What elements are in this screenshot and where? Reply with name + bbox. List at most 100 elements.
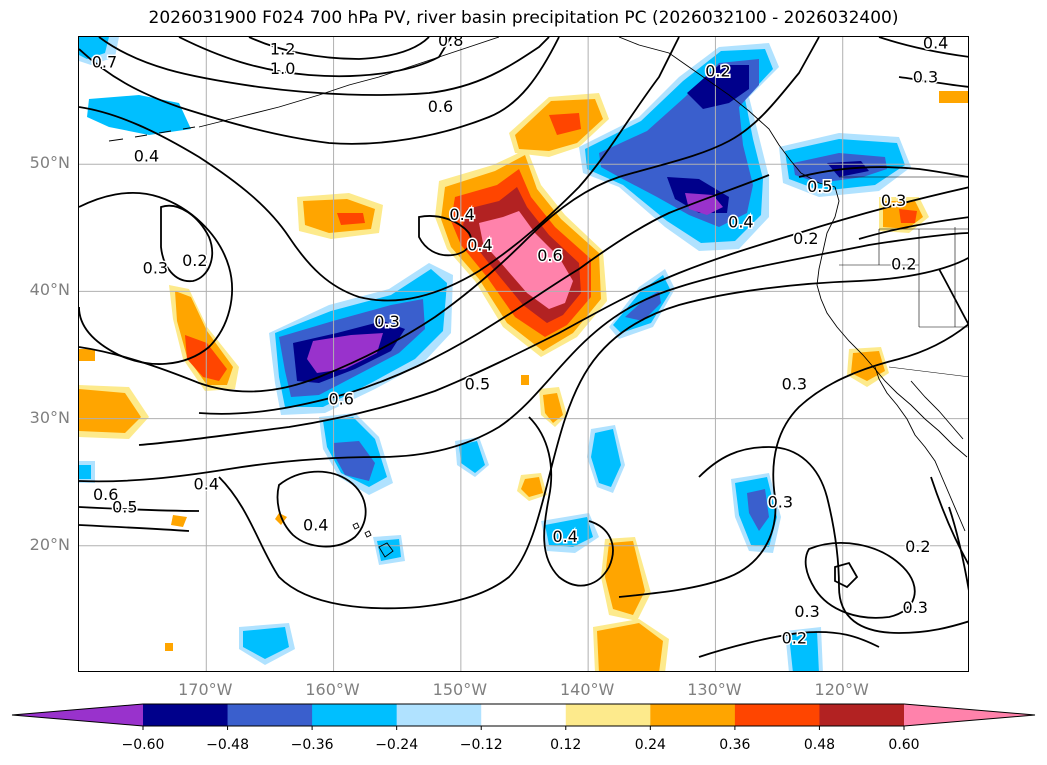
pv-contour — [858, 216, 968, 240]
contour-label: 0.4 — [923, 37, 948, 52]
colorbar-tick-label: −0.36 — [290, 737, 334, 753]
contour-label: 0.2 — [705, 61, 730, 80]
coastline-hawaii — [378, 542, 394, 558]
pc-fill-royalblue — [333, 441, 375, 481]
colorbar-segment — [734, 704, 820, 726]
contour-label: 0.5 — [465, 374, 490, 393]
contour-label: 0.4 — [728, 213, 753, 232]
lon-tick-label: 140°W — [559, 680, 615, 699]
contour-label: 0.3 — [903, 598, 928, 617]
pc-fill-red — [337, 213, 365, 225]
pc-fill-cyan — [789, 631, 819, 671]
colorbar-segment — [481, 704, 567, 726]
colorbar-extend-min — [12, 704, 143, 726]
colorbar-tick-label: −0.12 — [459, 737, 503, 753]
pc-fill-cyan — [459, 441, 485, 473]
pc-fill-royalblue — [625, 291, 661, 321]
contour-label: 0.6 — [428, 97, 453, 116]
pc-fill-cyan — [79, 465, 91, 479]
pv-contour — [804, 542, 916, 619]
pv-contour — [79, 506, 200, 532]
lon-tick-label: 170°W — [178, 680, 233, 699]
colorbar-tick-label: 0.60 — [888, 737, 920, 753]
colorbar-segment — [227, 704, 313, 726]
contour-label: 0.3 — [913, 68, 938, 87]
coastline-hawaii — [352, 522, 360, 530]
pv-contour — [878, 37, 968, 88]
pv-contour — [618, 323, 968, 598]
contour-label: 0.3 — [374, 312, 399, 331]
colorbar-segment — [565, 704, 651, 726]
pc-fill-orange — [605, 541, 645, 615]
lon-tick-label: 130°W — [687, 680, 742, 699]
contour-label: 0.5 — [112, 498, 137, 517]
colorbar-tick-label: 0.36 — [719, 737, 751, 753]
contour-label: 0.4 — [449, 205, 474, 224]
pv-contour — [248, 37, 430, 60]
colorbar-tick-label: −0.60 — [121, 737, 165, 753]
colorbar-extend-max — [904, 704, 1035, 726]
coastline-west-coast — [816, 186, 968, 458]
lat-tick-label: 50°N — [29, 153, 70, 173]
border-states — [839, 228, 968, 328]
contour-label: 0.3 — [143, 259, 168, 278]
pv-contour — [528, 416, 614, 587]
contour-label: 0.8 — [438, 37, 463, 50]
border-us-mexico — [888, 366, 968, 378]
map-title: 2026031900 F024 700 hPa PV, river basin … — [148, 8, 899, 28]
pv-contour — [930, 476, 968, 591]
contour-label: 0.2 — [905, 537, 930, 556]
map-canvas: 0.71.21.00.80.60.40.20.30.40.40.30.60.60… — [79, 37, 968, 671]
colorbar-tick-label: −0.24 — [375, 737, 419, 753]
contour-label: 0.4 — [553, 527, 578, 546]
lon-tick-label: 150°W — [432, 680, 488, 699]
pv-contour — [79, 37, 560, 145]
contour-label: 0.2 — [782, 629, 807, 648]
pv-contour — [79, 37, 680, 302]
colorbar-tick-label: 0.24 — [634, 737, 666, 753]
pv-contour — [834, 561, 859, 589]
pc-fill-orange — [543, 393, 563, 423]
lat-tick-label: 20°N — [29, 534, 70, 554]
lon-tick-label: 160°W — [305, 680, 360, 699]
pv-contour — [418, 215, 472, 257]
pc-fill-orange — [79, 389, 141, 433]
pv-contour — [178, 37, 452, 78]
colorbar-segment — [650, 704, 736, 726]
pc-fill-cyan — [243, 627, 289, 659]
contour-label: 0.3 — [881, 191, 906, 210]
pc-fill-cyan — [591, 429, 621, 487]
map-plot-area: 0.7 1.2 1.0 0.8 0.6 0.4 0.2 0.3 0.4 0.4 0.3 0.6 0.6 0… — [78, 36, 969, 672]
coastline-aleutians — [108, 126, 196, 142]
pv-contour — [79, 232, 968, 483]
pc-fill-cyan — [545, 517, 593, 547]
coastline-alaska-panhandle — [618, 37, 836, 188]
pc-fill-orange — [521, 477, 543, 497]
pv-contour — [798, 166, 968, 178]
contour-label: 0.2 — [891, 255, 916, 274]
contour-label: 0.3 — [782, 374, 807, 393]
coastlines — [108, 37, 968, 558]
pv-contour — [138, 186, 968, 446]
contour-label: 0.6 — [328, 390, 353, 409]
contour-label: 0.7 — [92, 52, 117, 71]
colorbar-tick-label: 0.12 — [550, 737, 582, 753]
pv-contour — [218, 257, 968, 610]
colorbar-segment — [312, 704, 398, 726]
colorbar-tick-label: 0.48 — [803, 737, 836, 753]
contour-label: 0.2 — [793, 229, 818, 248]
pv-contour — [79, 37, 820, 393]
colorbar — [11, 703, 1036, 730]
contour-label: 1.0 — [270, 59, 295, 78]
pc-fill-orange — [275, 513, 287, 525]
contour-label: 0.4 — [467, 236, 492, 255]
contour-label: 1.2 — [270, 40, 295, 59]
contour-label: 0.6 — [93, 485, 118, 504]
pc-fill-orange — [939, 91, 968, 103]
pc-fill-orange — [851, 351, 885, 381]
coastline-gulf-california — [910, 380, 964, 440]
contour-label: 0.5 — [807, 177, 832, 196]
pc-fill-orange — [171, 515, 187, 527]
pv-contour — [160, 204, 214, 282]
colorbar-segment — [819, 704, 905, 726]
